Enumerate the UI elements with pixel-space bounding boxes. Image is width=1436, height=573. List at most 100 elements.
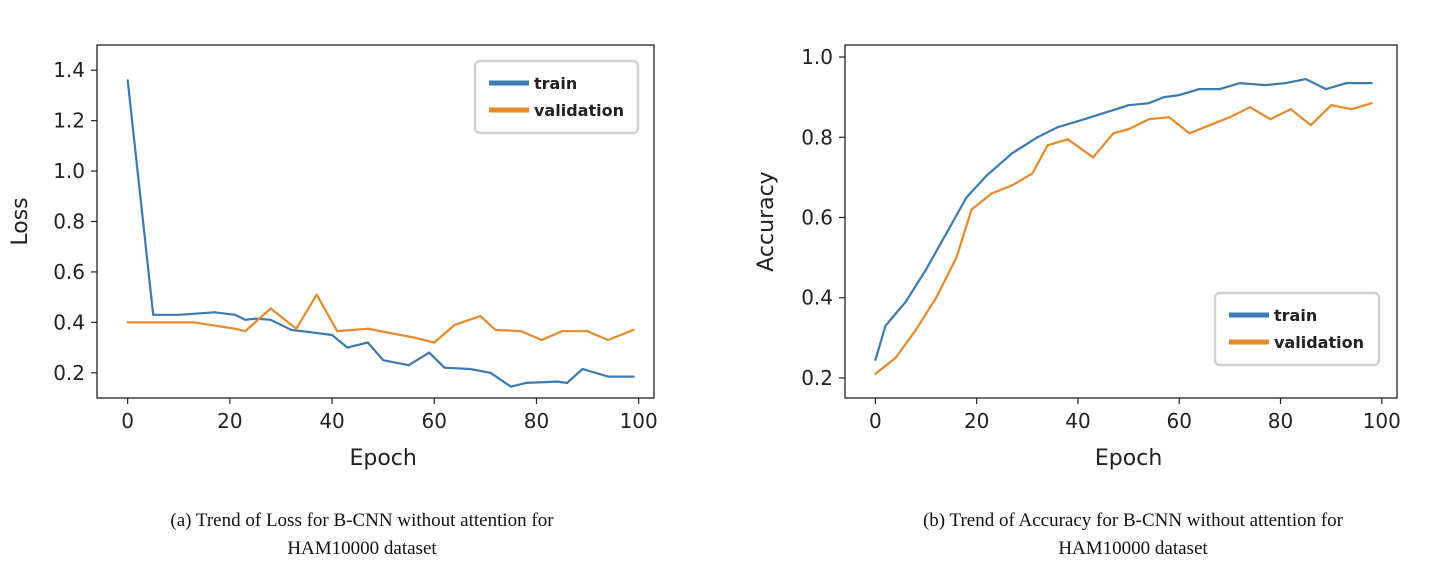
acc-series-validation-point [1188,132,1191,135]
acc-y-tick-label: 0.4 [801,286,833,310]
loss-x-tick-label: 40 [319,409,344,433]
loss-x-tick-label: 0 [121,409,134,433]
acc-series-validation-point [1046,144,1049,147]
acc-x-tick-label: 40 [1065,409,1090,433]
loss-x-tick-label: 100 [620,409,658,433]
acc-series-validation-point [914,328,917,331]
acc-series-train-point [1370,82,1373,85]
loss-series-train-point [233,313,237,316]
acc-series-validation-point [1168,116,1171,119]
acc-series-validation-point [1370,102,1373,105]
loss-y-tick-label: 0.6 [53,260,85,284]
acc-series-train-point [945,232,948,235]
loss-series-train-point [290,328,293,332]
figure-canvas: 0 20 40 60 80 100 0.2 0.4 0.6 0.8 1.0 1.2 1.4 Epoch Lo… [8,44,1401,471]
acc-series-validation-point [874,372,877,376]
acc-series-train-point [1036,136,1039,139]
loss-legend-train-label: train [534,74,577,93]
acc-y-tick-label: 0.8 [801,125,833,149]
loss-series-train-point [177,313,180,316]
loss-series-train-point [509,385,513,388]
loss-x-tick-label: 20 [217,409,242,433]
loss-series-train-point [555,380,559,383]
loss-x-axis-label: Epoch [349,446,416,471]
loss-series-train-point [346,346,349,349]
loss-series-validation-point [412,336,415,339]
loss-series-train-point [366,341,369,344]
loss-series-train-point [382,359,385,362]
acc-x-tick-label: 0 [869,409,882,433]
acc-series-validation-line [874,102,1373,375]
acc-series-train-point [1162,96,1166,99]
caption-a: (a) Trend of Loss for B-CNN without atte… [62,507,662,563]
loss-series-validation-point [453,323,456,326]
loss-series-validation-point [244,330,247,333]
acc-x-tick-label: 100 [1363,409,1401,433]
loss-series-validation-point [586,330,589,333]
acc-series-validation-point [1330,104,1333,107]
acc-series-validation-point [990,192,993,195]
caption-b: (b) Trend of Accuracy for B-CNN without … [833,507,1433,563]
loss-series-train-point [330,333,334,337]
acc-series-train-point [924,268,928,271]
acc-series-validation-point [1031,172,1034,175]
loss-series-train-point [428,351,431,354]
acc-series-validation-point [1289,108,1292,111]
loss-series-validation-point [433,341,436,344]
acc-series-validation-point [1269,118,1272,121]
acc-series-train-point [1011,152,1014,155]
acc-plot-frame [844,44,1398,399]
acc-series-train-point [1056,126,1059,129]
acc-series-train-point [874,358,877,361]
acc-series-train-point [1198,88,1201,91]
caption-b-line1: (b) Trend of Accuracy for B-CNN without … [922,510,1344,531]
acc-series-train-point [1345,82,1348,85]
acc-legend: train validation [1213,291,1381,367]
loss-x-tick-label: 80 [524,409,549,433]
acc-series-validation-point [1011,184,1014,187]
acc-series-validation-point [1350,108,1353,111]
loss-series-validation-point [606,338,610,342]
acc-series-validation-point [970,208,973,211]
loss-series-validation-point [494,328,497,332]
caption-b-line2: HAM10000 dataset [1058,538,1208,559]
loss-y-tick-label: 0.4 [53,310,85,334]
loss-series-validation-point [315,293,318,296]
loss-series-train-point [269,318,272,321]
acc-series-train-point [1127,104,1130,107]
loss-series-validation-line [127,293,635,344]
loss-series-train-point [606,375,610,378]
loss-y-axis-label: Loss [8,197,33,245]
loss-series-validation-point [520,330,523,333]
loss-series-train-point [632,375,635,378]
loss-chart: 0 20 40 60 80 100 0.2 0.4 0.6 0.8 1.0 1.2 1.4 Epoch Lo… [8,44,658,471]
loss-series-train-point [152,313,155,316]
acc-x-tick-label: 80 [1268,409,1293,433]
caption-a-line1: (a) Trend of Loss for B-CNN without atte… [170,510,554,531]
acc-series-train-point [1102,112,1105,115]
loss-series-train-point [213,311,216,314]
loss-legend: train validation [473,59,640,135]
acc-series-validation-point [1147,118,1150,121]
loss-series-train-point [443,366,446,369]
loss-legend-frame [473,59,640,135]
acc-chart: 0 20 40 60 80 100 0.2 0.4 0.6 0.8 1.0 Epoch Accuracy… [754,44,1401,471]
loss-y-tick-label: 1.0 [53,159,85,183]
acc-x-axis-label: Epoch [1095,446,1162,471]
acc-y-tick-label: 1.0 [801,45,833,69]
loss-y-tick-label: 1.4 [53,58,85,82]
loss-series-train-point [566,381,569,384]
acc-series-train-point [965,196,968,199]
acc-x-tick-label: 20 [964,409,989,433]
loss-series-validation-point [540,338,543,342]
loss-series-validation-point [632,328,635,332]
acc-series-train-point [884,324,887,327]
acc-series-train-point [1325,88,1328,91]
acc-series-train-point [1304,77,1307,81]
acc-x-tick-label: 60 [1167,409,1192,433]
acc-series-train-point [1178,94,1181,97]
acc-series-train-point [1076,120,1080,123]
loss-series-train-point [468,367,472,371]
acc-series-train-point [1218,88,1221,91]
acc-y-tick-label: 0.2 [801,366,833,390]
